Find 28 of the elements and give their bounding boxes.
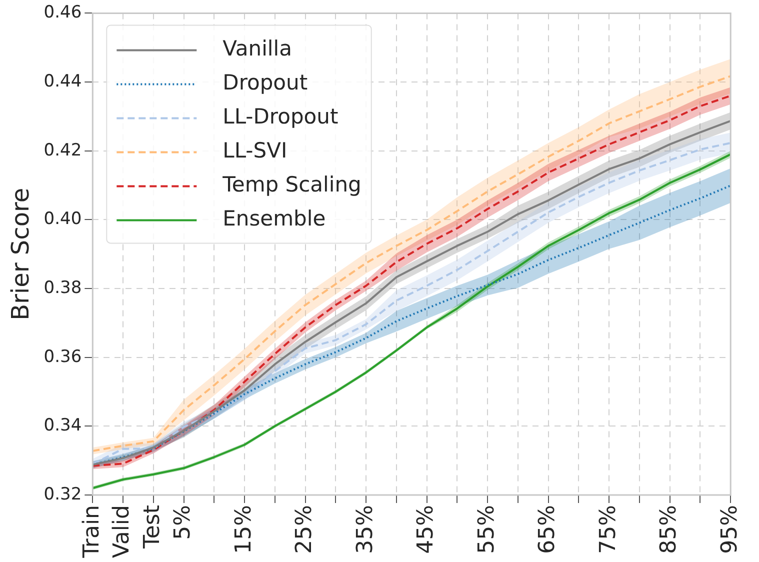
- x-tick-label: 95%: [717, 504, 742, 554]
- legend-label: Vanilla: [222, 36, 292, 61]
- x-tick-label: 65%: [535, 504, 560, 554]
- x-tick-label: 45%: [414, 504, 439, 554]
- x-tick-label: 35%: [352, 504, 378, 554]
- x-tick-label: 55%: [474, 504, 500, 554]
- legend-label: LL-Dropout: [222, 104, 338, 129]
- y-tick-label: 0.40: [44, 209, 82, 230]
- y-tick-label: 0.36: [44, 346, 82, 367]
- y-tick-label: 0.38: [44, 278, 82, 298]
- x-tick-label: Valid: [110, 504, 135, 558]
- x-tick-label: 85%: [656, 504, 682, 554]
- x-tick-label: Train: [79, 504, 104, 559]
- y-tick-label: 0.44: [44, 71, 82, 92]
- x-tick-label: 25%: [292, 504, 318, 554]
- x-tick-label: 75%: [596, 504, 621, 554]
- y-tick-label: 0.46: [44, 2, 82, 23]
- y-axis-title: Brier Score: [6, 188, 35, 320]
- legend-label: Ensemble: [222, 206, 326, 231]
- legend-label: Dropout: [222, 70, 308, 95]
- x-tick-label: 5%: [170, 504, 196, 540]
- legend-label: Temp Scaling: [222, 172, 362, 197]
- y-tick-label: 0.32: [44, 484, 82, 504]
- x-tick-label: Test: [140, 504, 166, 550]
- x-tick-label: 15%: [231, 504, 256, 554]
- y-tick-label: 0.42: [44, 140, 82, 160]
- y-tick-label: 0.34: [44, 416, 82, 436]
- legend-label: LL-SVI: [222, 138, 288, 163]
